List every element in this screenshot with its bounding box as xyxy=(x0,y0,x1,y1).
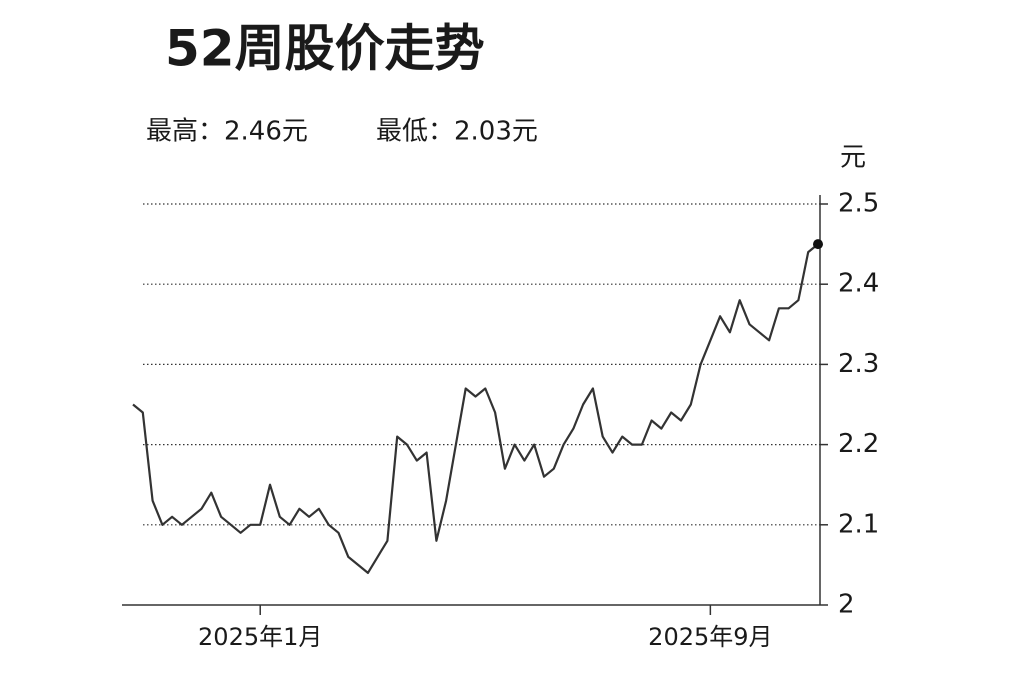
y-tick-label: 2.2 xyxy=(838,429,879,459)
y-tick-label: 2.5 xyxy=(838,189,879,219)
high-label: 最高：2.46元 xyxy=(146,117,308,147)
y-tick-label: 2.3 xyxy=(838,349,879,379)
x-tick-label: 2025年1月 xyxy=(198,623,322,651)
low-label: 最低：2.03元 xyxy=(376,117,538,147)
y-tick-label: 2 xyxy=(838,590,855,620)
x-tick-label: 2025年9月 xyxy=(648,623,772,651)
end-dot xyxy=(813,239,823,250)
chart-title: 52周股价走势 xyxy=(165,20,485,78)
y-unit: 元 xyxy=(840,143,866,173)
y-tick-label: 2.4 xyxy=(838,269,879,299)
y-tick-label: 2.1 xyxy=(838,509,879,539)
price-line xyxy=(132,243,819,574)
